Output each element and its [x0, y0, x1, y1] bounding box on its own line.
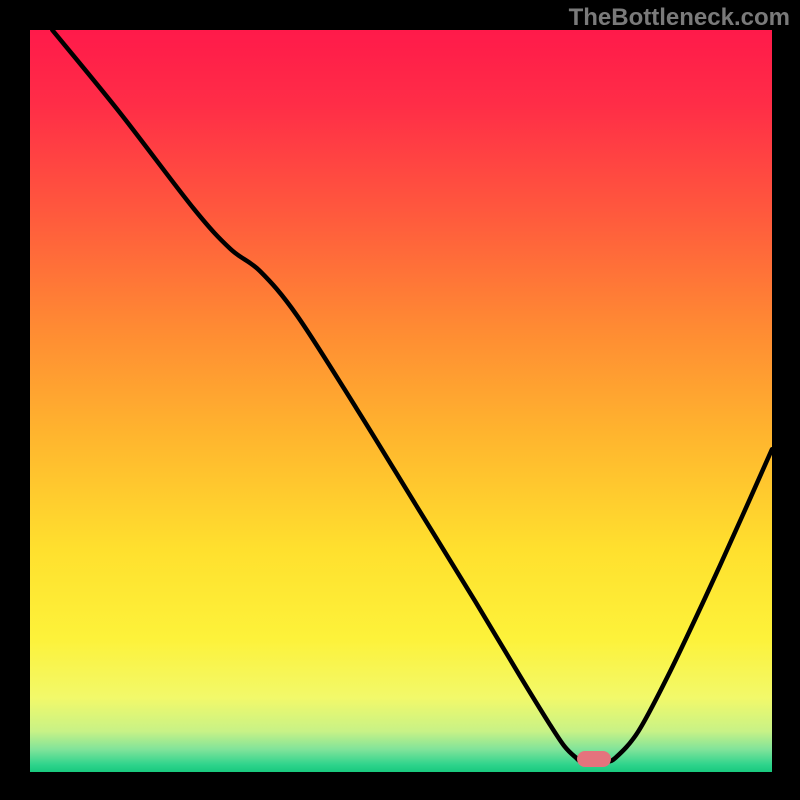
watermark-text: TheBottleneck.com [569, 4, 790, 32]
optimal-marker [577, 751, 611, 767]
curve-layer [30, 30, 772, 772]
chart-container: TheBottleneck.com [0, 0, 800, 800]
plot-area [30, 30, 772, 772]
bottleneck-curve [52, 30, 772, 762]
